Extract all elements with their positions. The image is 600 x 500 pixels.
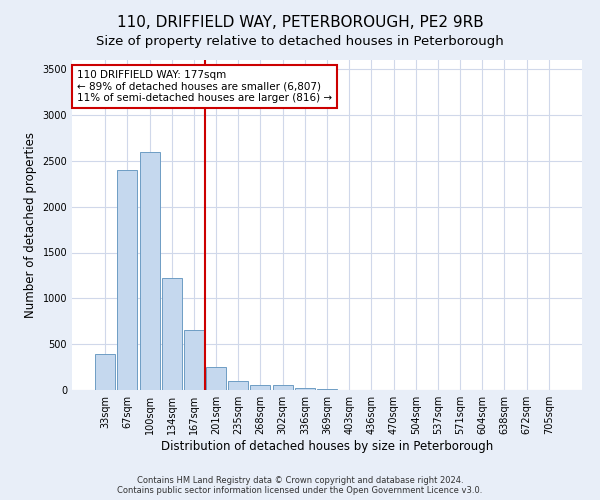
X-axis label: Distribution of detached houses by size in Peterborough: Distribution of detached houses by size … xyxy=(161,440,493,453)
Bar xyxy=(317,389,337,390)
Bar xyxy=(295,388,315,390)
Bar xyxy=(272,386,293,390)
Y-axis label: Number of detached properties: Number of detached properties xyxy=(24,132,37,318)
Text: Size of property relative to detached houses in Peterborough: Size of property relative to detached ho… xyxy=(96,35,504,48)
Text: 110 DRIFFIELD WAY: 177sqm
← 89% of detached houses are smaller (6,807)
11% of se: 110 DRIFFIELD WAY: 177sqm ← 89% of detac… xyxy=(77,70,332,103)
Bar xyxy=(184,330,204,390)
Bar xyxy=(140,152,160,390)
Bar xyxy=(250,384,271,390)
Bar xyxy=(228,381,248,390)
Bar xyxy=(162,278,182,390)
Bar xyxy=(118,170,137,390)
Text: 110, DRIFFIELD WAY, PETERBOROUGH, PE2 9RB: 110, DRIFFIELD WAY, PETERBOROUGH, PE2 9R… xyxy=(116,15,484,30)
Text: Contains HM Land Registry data © Crown copyright and database right 2024.
Contai: Contains HM Land Registry data © Crown c… xyxy=(118,476,482,495)
Bar xyxy=(206,367,226,390)
Bar xyxy=(95,354,115,390)
